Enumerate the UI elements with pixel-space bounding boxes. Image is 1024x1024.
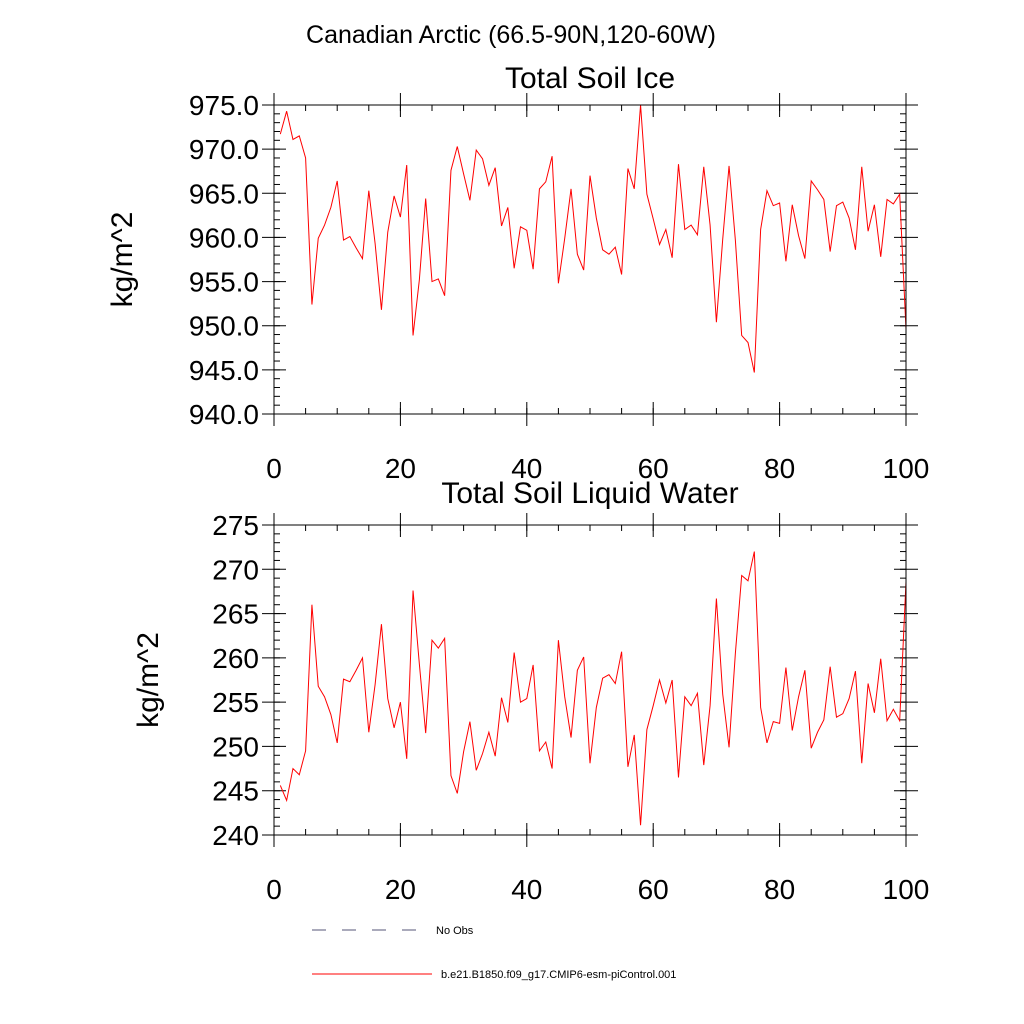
chart-1-xtick-label: 20 — [385, 874, 416, 905]
chart-1-ytick-label: 275 — [212, 510, 259, 541]
chart-0-ytick-label: 970.0 — [189, 134, 259, 165]
chart-1-ytick-label: 255 — [212, 687, 259, 718]
chart-1-ytick-label: 265 — [212, 599, 259, 630]
chart-1-xtick-label: 0 — [266, 874, 282, 905]
chart-1-ytick-label: 260 — [212, 643, 259, 674]
chart-0-xtick-label: 20 — [385, 453, 416, 484]
legend-label-no-obs: No Obs — [436, 925, 474, 937]
chart-1-xtick-label: 100 — [883, 874, 930, 905]
panel-total-soil-ice: Total Soil Ice kg/m^2 940.0 945.0 950.0 955.0… — [106, 62, 929, 484]
chart-1-series-line-0 — [279, 551, 907, 826]
chart-0-xtick-label: 100 — [883, 453, 930, 484]
chart-0-ytick-label: 940.0 — [189, 399, 259, 430]
figure-suptitle: Canadian Arctic (66.5-90N,120-60W) — [306, 21, 716, 49]
chart-0-title: Total Soil Ice — [505, 62, 675, 95]
chart-1-ytick-label: 250 — [212, 731, 259, 762]
chart-1-xtick-label: 80 — [764, 874, 795, 905]
chart-0-xtick-label: 0 — [266, 453, 282, 484]
chart-1-frame — [273, 524, 907, 836]
chart-0-frame — [273, 104, 907, 415]
chart-1-ylabel: kg/m^2 — [132, 632, 165, 728]
chart-0-xtick-label: 80 — [764, 453, 795, 484]
chart-0-xtick-label: 40 — [511, 453, 542, 484]
legend: No Obs b.e21.B1850.f09_g17.CMIP6-esm-piC… — [312, 925, 676, 981]
chart-1-ytick-label: 270 — [212, 554, 259, 585]
chart-0-xtick-label: 60 — [638, 453, 669, 484]
chart-1-xtick-label: 60 — [638, 874, 669, 905]
chart-1-title: Total Soil Liquid Water — [441, 477, 738, 510]
panel-total-soil-liquid-water: Total Soil Liquid Water kg/m^2 240 245 250 25… — [132, 477, 929, 905]
chart-1-ytick-label: 240 — [212, 820, 259, 851]
chart-0-ytick-label: 945.0 — [189, 355, 259, 386]
chart-0-ytick-label: 960.0 — [189, 222, 259, 253]
chart-0-ytick-label: 975.0 — [189, 90, 259, 121]
chart-1-xtick-label: 40 — [511, 874, 542, 905]
chart-0-ytick-label: 965.0 — [189, 178, 259, 209]
chart-0-ytick-label: 950.0 — [189, 311, 259, 342]
legend-label-model: b.e21.B1850.f09_g17.CMIP6-esm-piControl.… — [441, 969, 676, 981]
chart-0-ytick-label: 955.0 — [189, 267, 259, 298]
chart-0-series-line-0 — [279, 104, 907, 373]
chart-0-ylabel: kg/m^2 — [106, 212, 139, 308]
chart-1-ytick-label: 245 — [212, 776, 259, 807]
